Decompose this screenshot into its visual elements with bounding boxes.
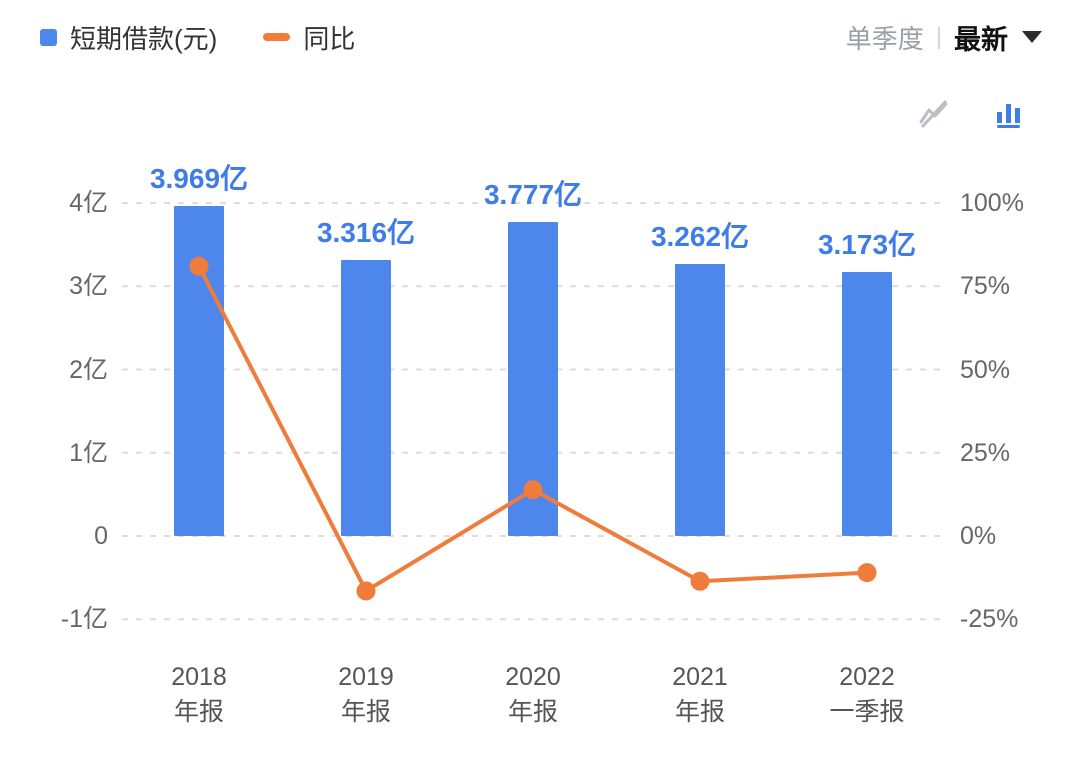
period-separator: | [935, 23, 942, 50]
legend: 短期借款(元) 同比 [40, 19, 355, 56]
bar-value-label: 3.777亿 [483, 178, 583, 210]
left-axis-tick: 1亿 [69, 438, 108, 467]
period-switch[interactable]: 单季度 | 最新 [846, 18, 1042, 57]
legend-item-yoy[interactable]: 同比 [263, 19, 355, 56]
x-axis-label-2022: 2022 一季报 [829, 663, 905, 726]
left-axis-tick: 0 [94, 522, 108, 550]
period-option-latest[interactable]: 最新 [954, 24, 1008, 55]
left-axis-tick: 3亿 [69, 272, 108, 301]
bar-value-label: 3.316亿 [316, 216, 416, 248]
left-axis-tick: 2亿 [69, 355, 108, 384]
right-axis-tick: 25% [960, 438, 1011, 467]
right-axis-tick: 75% [960, 272, 1011, 301]
period-option-quarter[interactable]: 单季度 [845, 23, 924, 54]
right-axis-tick: 100% [960, 189, 1024, 217]
bar-value-label: 3.173亿 [817, 228, 917, 260]
bar-series-swatch-icon [40, 28, 57, 46]
bar-value-label: 3.969亿 [149, 162, 249, 194]
right-axis-tick: 50% [960, 355, 1011, 384]
right-axis-tick: -25% [960, 605, 1019, 634]
chevron-down-icon[interactable] [1022, 31, 1042, 43]
bar-chart-icon[interactable] [994, 98, 1026, 130]
legend-item-short-term-borrowings[interactable]: 短期借款(元) [40, 19, 217, 56]
bar-value-label: 3.262亿 [650, 221, 750, 253]
x-axis-label-2018: 2018 年报 [171, 663, 227, 726]
x-axis-label-2019: 2019 年报 [338, 663, 394, 726]
line-series-swatch-icon [263, 33, 291, 41]
line-chart-icon[interactable] [918, 98, 950, 130]
legend-label-bar: 短期借款(元) [70, 23, 218, 54]
legend-label-line: 同比 [303, 23, 356, 54]
header: 短期借款(元) 同比 单季度 | 最新 [0, 0, 1078, 56]
left-axis-tick: -1亿 [60, 605, 108, 634]
left-axis-tick: 4亿 [69, 189, 108, 217]
x-axis-label-2020: 2020 年报 [505, 663, 561, 726]
x-axis-label-2021: 2021 年报 [672, 663, 728, 726]
right-axis-tick: 0% [960, 522, 997, 550]
